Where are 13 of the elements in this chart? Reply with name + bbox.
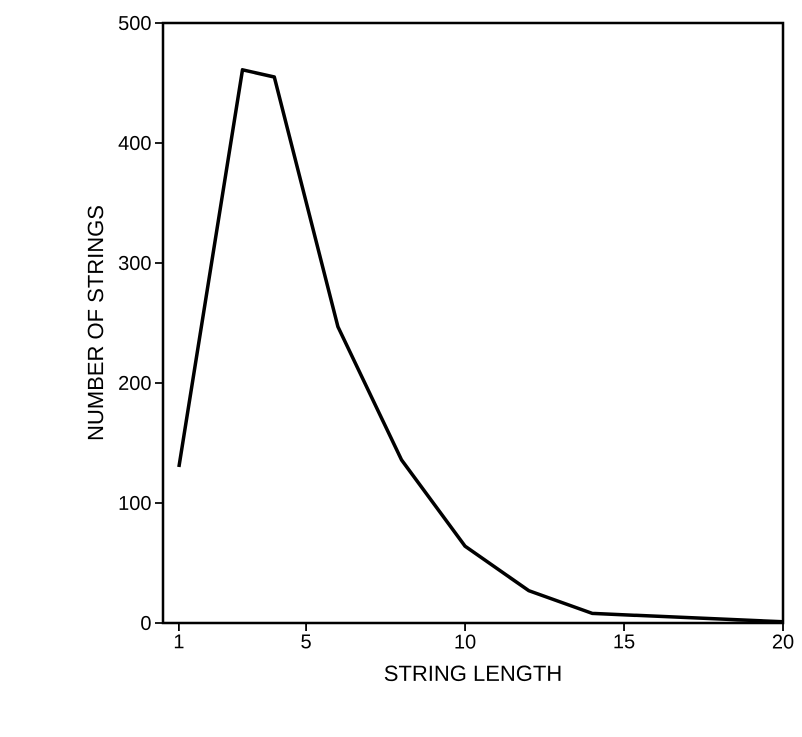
- y-axis-title: NUMBER OF STRINGS: [88, 206, 104, 440]
- x-tick-label: 1: [174, 634, 184, 648]
- y-tick-label: 200: [119, 376, 151, 390]
- x-tick-label: 20: [772, 634, 794, 649]
- y-tick-label: 400: [118, 136, 151, 150]
- x-axis-title: STRING LENGTH: [384, 666, 560, 682]
- y-tick-label: 0: [141, 616, 151, 630]
- y-tick-label: 300: [118, 256, 151, 270]
- x-tick-label: 10: [455, 634, 476, 649]
- x-tick-label: 5: [301, 634, 311, 648]
- y-tick-label: 500: [118, 16, 151, 30]
- x-tick-label: 15: [614, 634, 634, 648]
- y-tick-label: 100: [120, 496, 151, 510]
